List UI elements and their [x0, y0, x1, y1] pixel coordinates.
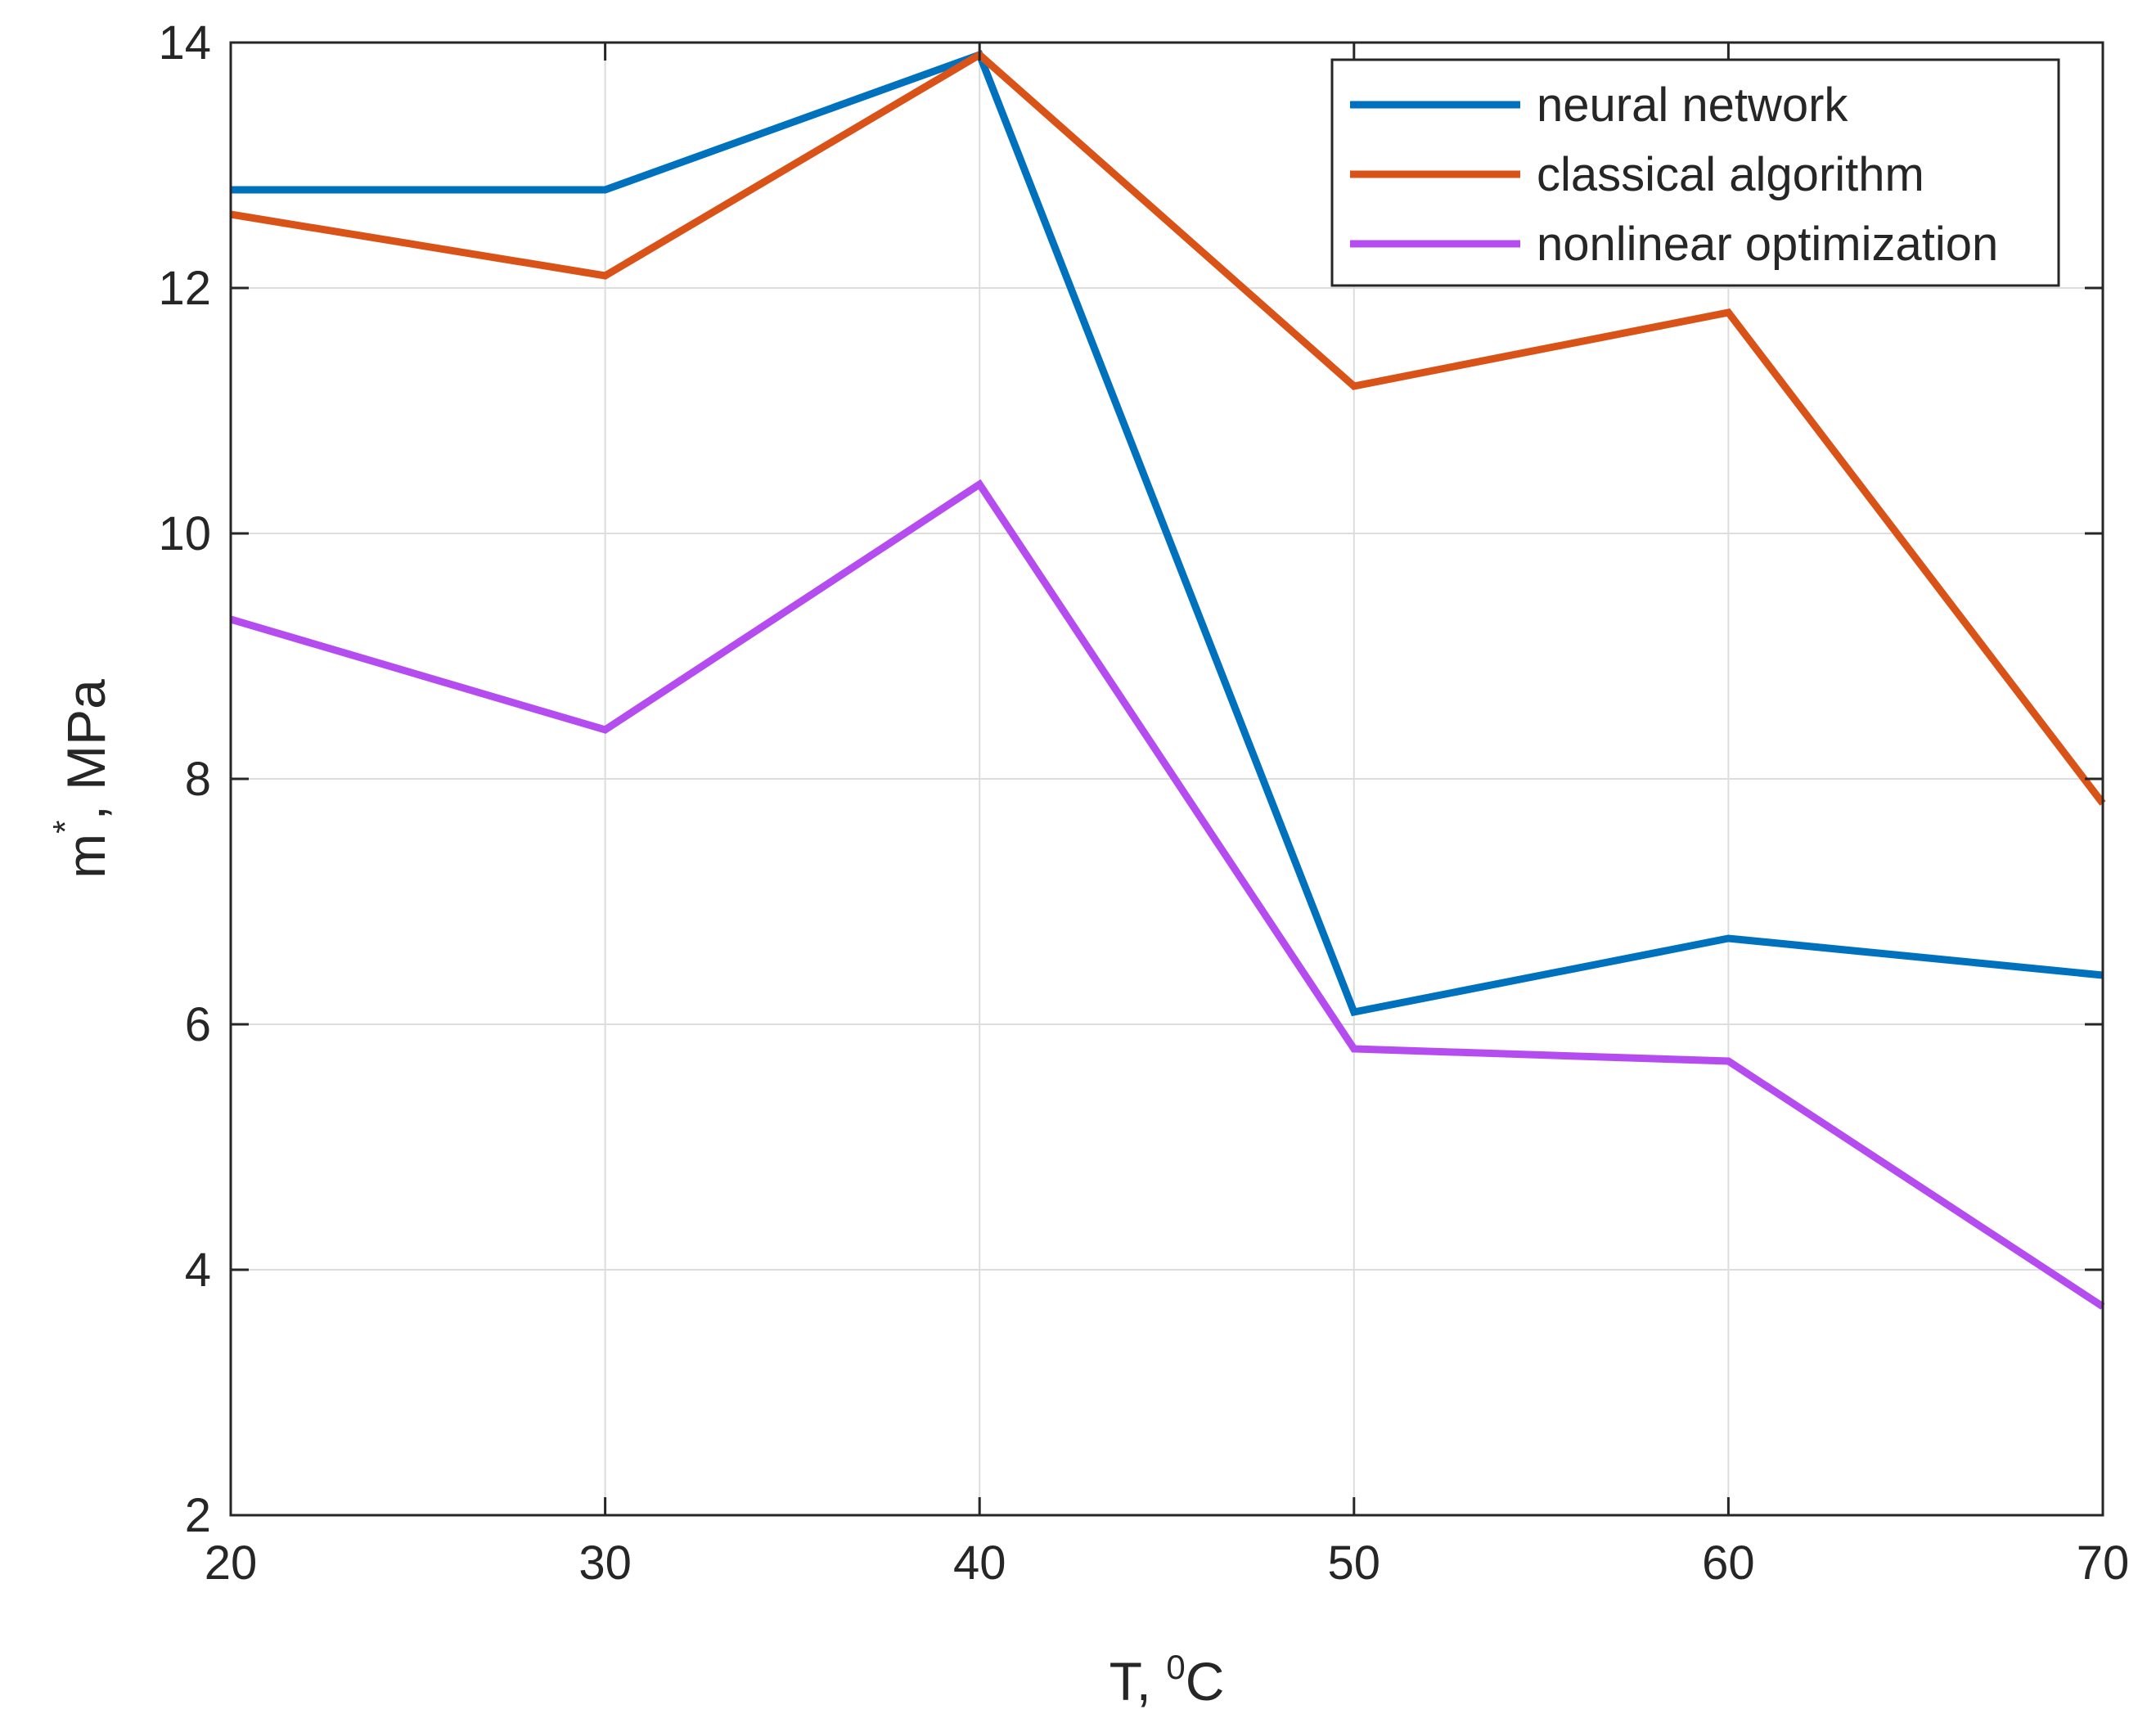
y-tick-label: 14 [158, 16, 211, 70]
x-tick-label: 30 [578, 1536, 632, 1590]
y-tick-label: 10 [158, 507, 211, 560]
x-tick-label: 50 [1328, 1536, 1381, 1590]
y-axis-title-main: m [56, 834, 116, 879]
legend-label-neural-network: neural network [1537, 79, 1848, 132]
axis-ticks: 20 30 40 50 60 70 2 4 6 8 10 12 14 [158, 16, 2129, 1590]
x-tick-label: 70 [2077, 1536, 2130, 1590]
legend: neural network classical algorithm nonli… [1330, 58, 2060, 287]
series-lines [229, 50, 2106, 1310]
x-tick-label: 40 [953, 1536, 1006, 1590]
x-tick-label: 20 [205, 1536, 258, 1590]
legend-label-nonlinear-optimization: nonlinear optimization [1537, 218, 1998, 271]
y-tick-label: 4 [185, 1244, 211, 1297]
y-axis-title: m*, MPa [46, 679, 116, 879]
y-tick-label: 2 [185, 1489, 211, 1542]
series-line-nonlinear-optimization [229, 479, 2105, 1310]
series-line-neural-network [231, 50, 2104, 1017]
x-axis-title-main: T, [1110, 1651, 1167, 1712]
x-axis-title: T, 0C [1110, 1648, 1225, 1712]
x-axis-title-unit: C [1186, 1651, 1225, 1712]
y-tick-label: 6 [185, 998, 211, 1051]
x-axis-title-superscript: 0 [1166, 1648, 1185, 1686]
x-tick-label: 60 [1702, 1536, 1755, 1590]
legend-label-classical-algorithm: classical algorithm [1537, 148, 1924, 201]
y-tick-label: 12 [158, 262, 211, 315]
series-line-classical-algorithm [230, 50, 2106, 806]
y-axis-title-superscript: * [46, 821, 84, 834]
y-tick-label: 8 [185, 753, 211, 806]
y-axis-title-unit: , MPa [56, 679, 116, 821]
